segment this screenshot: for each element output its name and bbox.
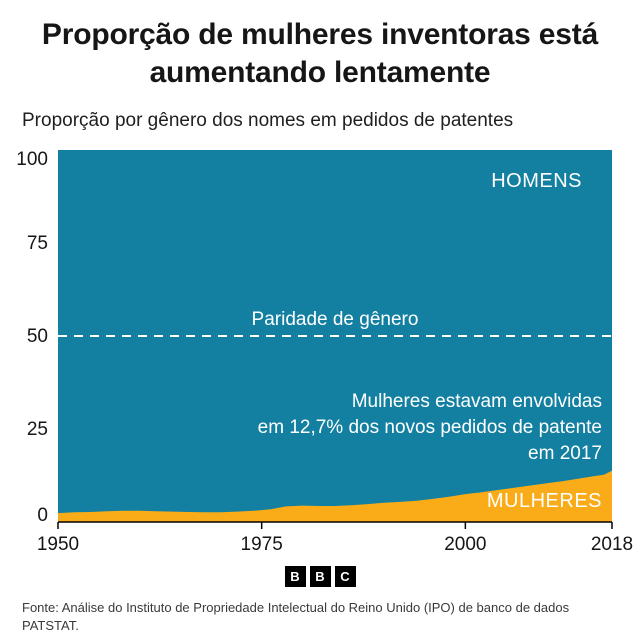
- annotation-note-line: em 12,7% dos novos pedidos de patente: [257, 417, 602, 438]
- y-tick-label: 25: [27, 419, 48, 440]
- bbc-logo-letter: B: [284, 566, 306, 587]
- men-area-label: HOMENS: [491, 170, 582, 192]
- chart-subtitle: Proporção por gênero dos nomes em pedido…: [22, 110, 514, 131]
- annotation-note: Mulheres estavam envolvidas em 12,7% dos…: [258, 389, 602, 467]
- y-tick-label: 50: [27, 326, 48, 347]
- y-tick-label: 100: [16, 149, 48, 170]
- chart-canvas: 1950 1975 2000 2018 0 25 50 75 100: [16, 149, 633, 555]
- bbc-logo-letter: C: [334, 566, 356, 587]
- page-title: Proporção de mulheres inventoras está au…: [41, 18, 599, 89]
- bbc-logo-letter: B: [309, 566, 331, 587]
- x-tick-label: 1975: [241, 534, 283, 555]
- annotation-note-line: Mulheres estavam envolvidas: [351, 391, 602, 412]
- x-tick-label: 2018: [591, 534, 633, 555]
- source-text: Fonte: Análise do Instituto de Proprieda…: [22, 600, 570, 633]
- y-tick-label: 0: [37, 505, 48, 526]
- y-tick-label: 75: [27, 233, 48, 254]
- stacked-area-chart: 1950 1975 2000 2018 0 25 50 75 100 HOMENS Parida…: [0, 148, 640, 560]
- annotation-note-line: em 2017: [528, 443, 602, 464]
- women-area-label: MULHERES: [486, 490, 602, 512]
- women-area: [58, 470, 612, 522]
- parity-line-label: Paridade de gênero: [251, 309, 419, 330]
- x-tick-label: 2000: [444, 534, 486, 555]
- bbc-logo: B B C: [0, 566, 640, 587]
- x-tick-label: 1950: [37, 534, 79, 555]
